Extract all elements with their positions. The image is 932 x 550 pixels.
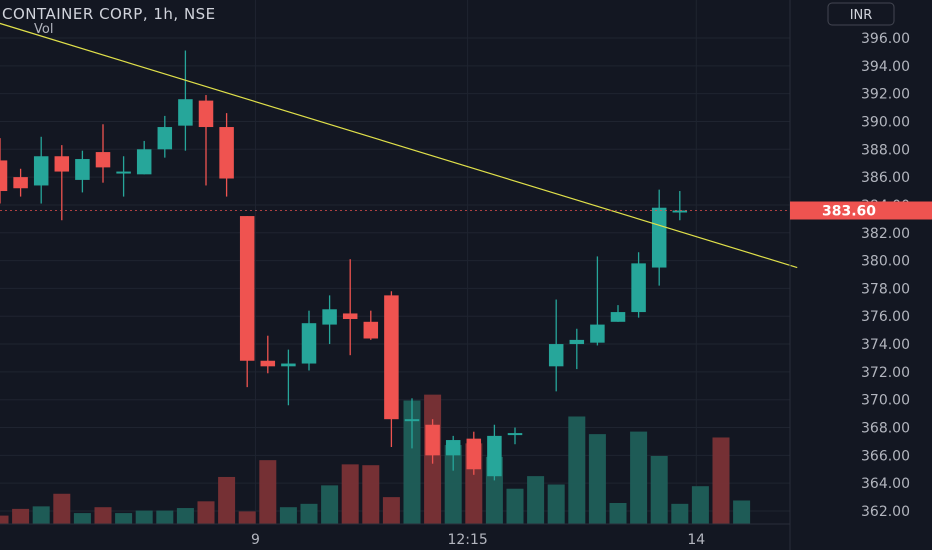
price-tick-label: 378.00 (861, 281, 910, 297)
candle-body[interactable] (548, 344, 564, 367)
time-axis-ticks: 9 12:15 14 (251, 532, 705, 548)
last-price-value: 383.60 (822, 204, 876, 220)
volume-bar (547, 484, 565, 524)
candle-body[interactable] (569, 339, 585, 345)
price-tick-label: 368.00 (861, 421, 910, 437)
price-tick-label: 396.00 (861, 31, 910, 47)
volume-bar (671, 503, 689, 524)
price-tick-label: 392.00 (861, 87, 910, 103)
volume-bar (53, 493, 71, 524)
time-tick-label: 14 (687, 532, 705, 548)
candle-body[interactable] (445, 440, 461, 456)
candle-body[interactable] (631, 263, 646, 313)
volume-bar (94, 507, 112, 524)
symbol-title[interactable]: CONTAINER CORP, 1h, NSE (2, 5, 216, 23)
volume-bar (691, 486, 709, 524)
volume-bars (0, 394, 751, 524)
candle-body[interactable] (75, 159, 90, 180)
candle-body[interactable] (363, 321, 379, 339)
volume-bar (341, 464, 359, 524)
volume-bar (733, 500, 751, 524)
candle-body[interactable] (384, 295, 399, 420)
candle-body[interactable] (178, 99, 193, 126)
currency-label: INR (850, 8, 873, 23)
volume-bar (630, 431, 648, 524)
price-tick-label: 388.00 (861, 142, 910, 158)
price-tick-label: 382.00 (861, 226, 910, 242)
candle-body[interactable] (54, 156, 70, 172)
candle-body[interactable] (672, 210, 688, 213)
volume-bar (527, 476, 545, 524)
candle-body[interactable] (487, 435, 502, 477)
price-tick-label: 386.00 (861, 170, 910, 186)
volume-bar (568, 416, 586, 524)
volume-bar (650, 455, 668, 524)
volume-bar (362, 465, 380, 524)
candle-body[interactable] (507, 433, 523, 436)
candle-body[interactable] (322, 309, 337, 325)
candle-body[interactable] (342, 313, 358, 320)
candle-body[interactable] (136, 149, 152, 175)
volume-bar (32, 506, 50, 524)
candle-body[interactable] (404, 419, 420, 422)
volume-bar (176, 508, 194, 524)
time-tick-label: 9 (251, 532, 260, 548)
candle-body[interactable] (466, 438, 482, 470)
candle-body[interactable] (33, 156, 49, 186)
candle-body[interactable] (651, 207, 667, 268)
volume-bar (300, 503, 318, 524)
candle-body[interactable] (260, 360, 276, 367)
candle-body[interactable] (0, 160, 8, 192)
volume-bar (218, 476, 236, 524)
volume-bar (12, 508, 30, 524)
price-tick-label: 390.00 (861, 114, 910, 130)
volume-bar (382, 497, 400, 524)
price-tick-label: 380.00 (861, 254, 910, 270)
volume-bar (0, 515, 9, 524)
volume-bar (115, 513, 133, 524)
trendline[interactable] (0, 17, 798, 269)
volume-bar (135, 510, 153, 524)
currency-button[interactable] (827, 2, 895, 26)
price-tick-label: 374.00 (861, 337, 910, 353)
volume-bar (279, 507, 297, 524)
candle-body[interactable] (13, 177, 28, 189)
price-tick-label: 362.00 (861, 504, 910, 520)
candlestick-series (0, 50, 688, 481)
volume-bar (156, 510, 174, 524)
volume-bar (609, 503, 627, 524)
price-tick-label: 364.00 (861, 476, 910, 492)
volume-bar (197, 501, 215, 524)
volume-bar (712, 437, 730, 524)
volume-bar (259, 460, 277, 524)
time-tick-label: 12:15 (447, 532, 487, 548)
candle-body[interactable] (281, 363, 296, 367)
price-tick-label: 366.00 (861, 448, 910, 464)
volume-bar (444, 445, 462, 524)
price-tick-label: 394.00 (861, 59, 910, 75)
last-price-tag[interactable] (790, 201, 932, 220)
volume-indicator-label[interactable]: Vol (34, 22, 53, 37)
volume-bar (588, 434, 606, 524)
price-tick-label: 370.00 (861, 393, 910, 409)
candle-body[interactable] (157, 127, 173, 150)
candle-body[interactable] (116, 171, 131, 174)
candle-body[interactable] (198, 100, 214, 128)
candle-body[interactable] (95, 152, 111, 168)
candle-body[interactable] (590, 324, 605, 343)
candle-body[interactable] (301, 323, 317, 364)
candle-body[interactable] (425, 424, 440, 456)
price-tick-label: 376.00 (861, 309, 910, 325)
volume-bar (403, 400, 421, 524)
candle-body[interactable] (239, 216, 255, 361)
price-tick-label: 372.00 (861, 365, 910, 381)
volume-bar (321, 485, 339, 524)
volume-bar (73, 513, 91, 524)
volume-bar (506, 488, 524, 524)
candle-body[interactable] (219, 127, 234, 179)
volume-bar (238, 511, 256, 524)
candle-body[interactable] (610, 312, 626, 322)
